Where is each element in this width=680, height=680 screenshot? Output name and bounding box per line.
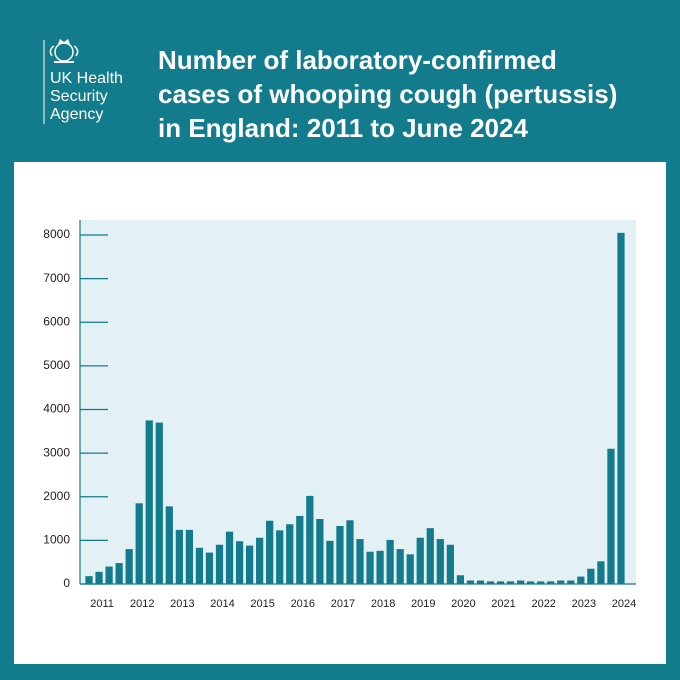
bar xyxy=(516,580,525,584)
logo-text: UK Health xyxy=(50,70,123,87)
bar xyxy=(286,524,294,584)
bar xyxy=(185,529,194,584)
bar xyxy=(346,520,354,584)
bar xyxy=(396,549,404,584)
logo xyxy=(49,39,79,63)
x-tick-label: 2012 xyxy=(130,598,154,610)
bar xyxy=(617,232,625,584)
chart-title: in England: 2011 to June 2024 xyxy=(158,113,528,143)
logo-text: Agency xyxy=(50,106,103,123)
bar xyxy=(155,422,163,584)
bar xyxy=(256,537,264,584)
bar xyxy=(356,539,364,584)
plot-area xyxy=(80,220,636,584)
bar xyxy=(85,576,93,584)
bar xyxy=(296,515,304,584)
bar xyxy=(557,580,565,584)
x-tick-label: 2018 xyxy=(371,598,395,610)
bar xyxy=(597,561,605,584)
bar xyxy=(336,525,344,584)
bar xyxy=(195,547,204,584)
bar xyxy=(486,581,495,584)
x-tick-label: 2019 xyxy=(411,598,435,610)
y-tick-label: 7000 xyxy=(43,271,70,285)
logo-text: Security xyxy=(50,88,108,105)
y-tick-label: 6000 xyxy=(43,314,70,328)
bar xyxy=(165,506,173,584)
bar xyxy=(215,544,224,584)
x-tick-label: 2021 xyxy=(491,598,515,610)
bar xyxy=(386,539,394,584)
x-tick-label: 2014 xyxy=(210,598,234,610)
bar xyxy=(135,503,143,584)
y-tick-label: 3000 xyxy=(43,445,70,459)
x-tick-label: 2017 xyxy=(331,598,355,610)
bar xyxy=(506,581,515,584)
bar xyxy=(276,530,284,584)
bar xyxy=(105,566,113,584)
y-tick-label: 5000 xyxy=(43,358,70,372)
chart-title: Number of laboratory-confirmed xyxy=(158,45,557,75)
chart-title: cases of whooping cough (pertussis) xyxy=(158,79,617,109)
x-tick-label: 2022 xyxy=(531,598,555,610)
bar xyxy=(376,550,384,584)
bar xyxy=(527,581,535,584)
bar xyxy=(446,544,454,584)
y-tick-label: 2000 xyxy=(43,489,70,503)
bar xyxy=(547,581,555,584)
x-tick-label: 2023 xyxy=(572,598,596,610)
bar xyxy=(316,518,324,584)
bar xyxy=(476,580,485,584)
bar xyxy=(235,541,244,584)
bar xyxy=(115,563,123,584)
y-tick-label: 1000 xyxy=(43,533,70,547)
bar xyxy=(456,575,465,584)
bar xyxy=(607,448,615,584)
x-tick-label: 2013 xyxy=(170,598,194,610)
bar xyxy=(496,581,505,584)
x-tick-label: 2011 xyxy=(90,598,114,610)
x-tick-label: 2020 xyxy=(451,598,475,610)
bar xyxy=(466,580,475,584)
bar xyxy=(426,528,434,584)
bar xyxy=(125,549,133,584)
y-tick-label: 4000 xyxy=(43,402,70,416)
bar xyxy=(537,581,545,584)
bar xyxy=(225,531,234,584)
bar xyxy=(175,529,183,584)
bar xyxy=(326,540,334,584)
bar xyxy=(366,551,374,584)
y-tick-label: 0 xyxy=(63,576,70,590)
x-tick-label: 2015 xyxy=(250,598,274,610)
y-tick-label: 8000 xyxy=(43,227,70,241)
bar xyxy=(306,495,314,584)
bar xyxy=(406,554,414,584)
bar xyxy=(95,571,103,584)
bar xyxy=(577,576,585,584)
bar xyxy=(567,580,575,584)
bar xyxy=(436,539,444,584)
x-tick-label: 2024 xyxy=(612,598,636,610)
bar xyxy=(145,420,153,584)
x-tick-label: 2016 xyxy=(291,598,315,610)
bar xyxy=(245,545,254,584)
bar xyxy=(266,520,274,584)
bar xyxy=(205,552,214,584)
bar xyxy=(416,537,424,584)
bar xyxy=(587,568,595,584)
